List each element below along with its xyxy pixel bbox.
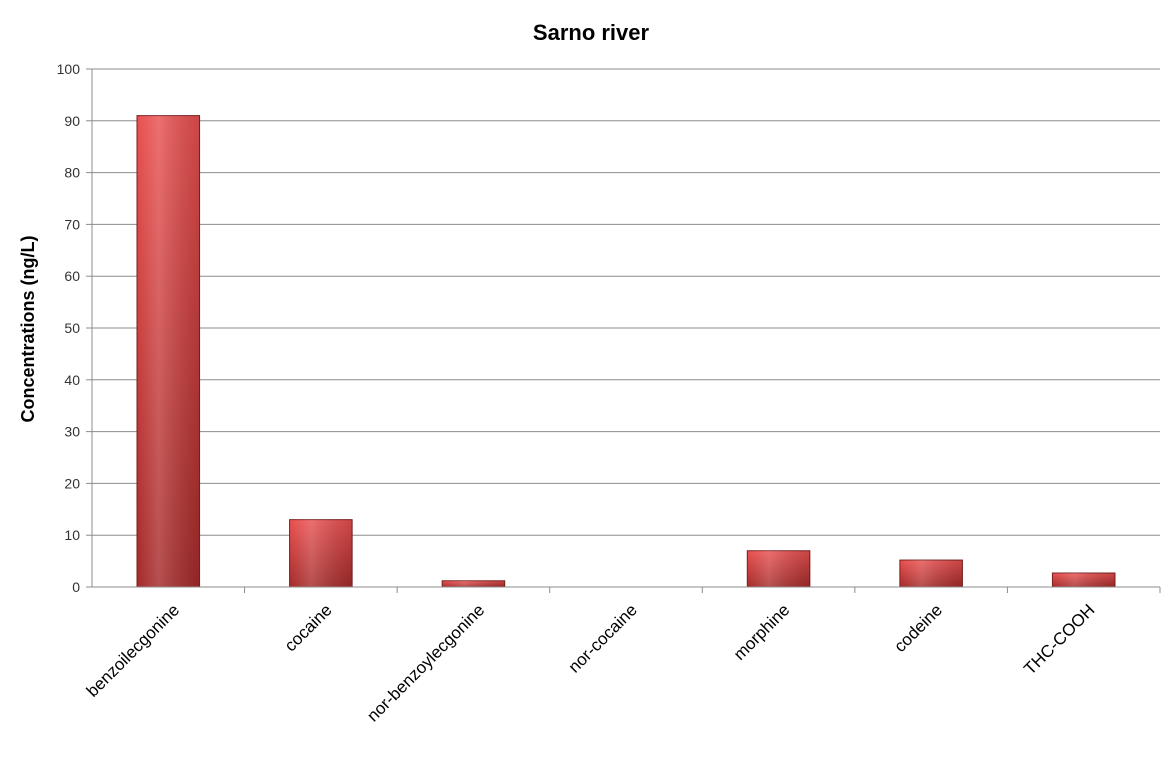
y-tick-label: 60 bbox=[64, 268, 80, 284]
y-tick-label: 90 bbox=[64, 113, 80, 129]
x-tick-label: codeine bbox=[890, 600, 946, 656]
y-tick-label: 30 bbox=[64, 424, 80, 440]
x-tick-label: cocaine bbox=[281, 600, 336, 655]
y-tick-label: 70 bbox=[64, 216, 80, 232]
bar-shine bbox=[1052, 573, 1115, 587]
bar-THC-COOH bbox=[1051, 572, 1116, 588]
y-tick-label: 0 bbox=[72, 579, 80, 595]
chart-title: Sarno river bbox=[533, 20, 650, 45]
bar-shine bbox=[289, 519, 353, 587]
bar-cocaine bbox=[289, 519, 353, 588]
bars bbox=[136, 115, 1116, 588]
gridlines bbox=[86, 68, 1160, 588]
y-tick-label: 20 bbox=[64, 475, 80, 491]
x-tick-label: THC-COOH bbox=[1020, 600, 1098, 678]
x-tick-label: nor-benzoylecgonine bbox=[363, 600, 488, 725]
bar-codeine bbox=[899, 559, 963, 588]
axes bbox=[91, 69, 1161, 593]
y-tick-label: 50 bbox=[64, 320, 80, 336]
y-tick-label: 10 bbox=[64, 527, 80, 543]
x-tick-label: benzoilecgonine bbox=[83, 600, 183, 700]
bar-shine bbox=[442, 580, 505, 587]
x-tick-label: morphine bbox=[730, 600, 794, 664]
y-tick-label: 40 bbox=[64, 372, 80, 388]
bar-shine bbox=[137, 115, 200, 588]
y-tick-label: 80 bbox=[64, 165, 80, 181]
bar-shine bbox=[747, 550, 810, 587]
bar-shine bbox=[899, 560, 963, 587]
bar-nor-benzoylecgonine bbox=[441, 580, 506, 588]
bar-benzoilecgonine bbox=[136, 115, 201, 588]
x-tick-label: nor-cocaine bbox=[565, 600, 641, 676]
y-tick-label: 100 bbox=[57, 61, 81, 77]
x-tick-labels: benzoilecgonine cocaine nor-benzoylecgonin… bbox=[83, 600, 1099, 725]
y-axis-label: Concentrations (ng/L) bbox=[18, 236, 38, 423]
bar-morphine bbox=[746, 550, 811, 588]
y-tick-labels: 0 10 20 30 40 50 60 70 80 90 100 bbox=[57, 61, 81, 595]
